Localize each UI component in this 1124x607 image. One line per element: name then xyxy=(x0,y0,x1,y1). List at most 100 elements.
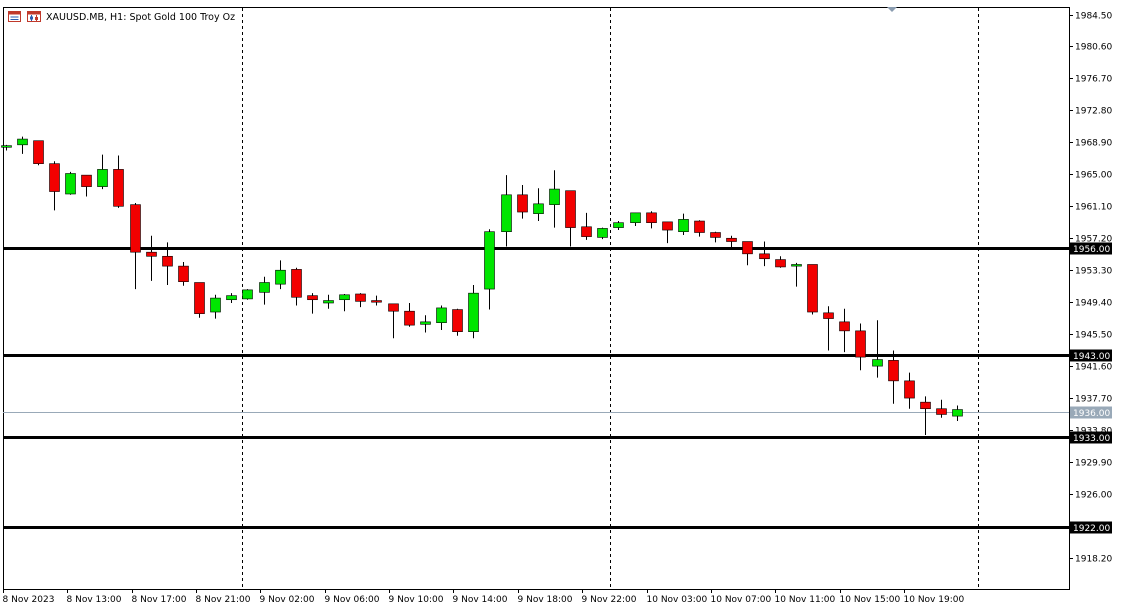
candle-body xyxy=(678,219,689,232)
candle-bear xyxy=(113,155,124,208)
candle-bull xyxy=(259,276,270,305)
level-price-label: 1943.00 xyxy=(1073,352,1110,362)
candle-body xyxy=(226,295,237,301)
candle-bear xyxy=(565,190,576,247)
candle-body xyxy=(920,401,931,410)
candle-body xyxy=(952,409,963,417)
chart-shift-marker-icon[interactable] xyxy=(887,7,897,12)
candle-body xyxy=(355,293,366,302)
candle-body xyxy=(468,292,479,332)
price-tick-label: 1980.60 xyxy=(1075,43,1112,53)
candle-bull xyxy=(630,212,641,226)
candle-chart-icon[interactable] xyxy=(27,11,41,22)
candle-bull xyxy=(533,188,544,222)
candle-bull xyxy=(1,144,12,151)
candle-body xyxy=(194,282,205,314)
candle-body xyxy=(323,300,334,304)
bid-price-label-bg xyxy=(1070,406,1112,419)
candle-body xyxy=(65,173,76,195)
candle-body xyxy=(613,222,624,228)
candle-bear xyxy=(807,264,818,315)
candle-body xyxy=(630,212,641,223)
price-tick-label: 1984.50 xyxy=(1075,12,1112,22)
symbol-title: XAUUSD.MB, H1: Spot Gold 100 Troy Oz xyxy=(46,12,235,23)
candle-bull xyxy=(242,289,253,300)
candle-bear xyxy=(920,396,931,435)
candle-body xyxy=(420,321,431,325)
time-axis-ticks: 8 Nov 2023 8 Nov 13:00 8 Nov 17:00 8 Nov 21… xyxy=(3,589,965,605)
candle-bear xyxy=(194,282,205,318)
price-axis-ticks: 1984.50 1980.60 1976.70 1972.80 1968.90 1965.… xyxy=(1069,12,1112,565)
price-tick-label: 1965.00 xyxy=(1075,171,1112,181)
candle-body xyxy=(839,321,850,332)
candle-body xyxy=(452,309,463,332)
candle-bull xyxy=(226,293,237,303)
candle-body xyxy=(130,204,141,253)
plot-area[interactable] xyxy=(3,7,1070,590)
candle-body xyxy=(242,289,253,300)
candle-body xyxy=(775,259,786,268)
candle-body xyxy=(436,307,447,323)
candle-body xyxy=(549,188,560,205)
candle-body xyxy=(646,212,657,223)
candle-bull xyxy=(678,213,689,235)
candle-body xyxy=(581,226,592,237)
candle-bull xyxy=(872,320,883,378)
candle-bull xyxy=(17,136,28,154)
candle-bear xyxy=(146,235,157,281)
candle-bull xyxy=(97,154,108,190)
candle-body xyxy=(146,251,157,257)
candle-bull xyxy=(436,305,447,331)
candle-body xyxy=(872,359,883,367)
candle-body xyxy=(33,140,44,164)
candle-bear xyxy=(726,235,737,249)
candle-body xyxy=(307,295,318,301)
time-tick-label: 8 Nov 17:00 xyxy=(132,595,187,605)
candle-body xyxy=(371,300,382,303)
candles xyxy=(1,136,963,435)
candle-bull xyxy=(65,171,76,195)
price-tick-label: 1972.80 xyxy=(1075,107,1112,117)
time-tick-label: 10 Nov 19:00 xyxy=(904,595,965,605)
level-price-label-bg xyxy=(1070,242,1112,255)
level-price-label: 1922.00 xyxy=(1073,524,1110,534)
candle-body xyxy=(81,174,92,187)
candle-body xyxy=(791,264,802,267)
time-tick-label: 8 Nov 2023 xyxy=(3,595,55,605)
candle-bull xyxy=(791,262,802,287)
candle-body xyxy=(291,269,302,298)
candle-bear xyxy=(404,302,415,327)
time-tick-label: 10 Nov 11:00 xyxy=(775,595,836,605)
price-level-lines[interactable] xyxy=(3,247,1069,529)
candle-body xyxy=(694,220,705,233)
candle-body xyxy=(533,203,544,214)
price-tick-label: 1953.30 xyxy=(1075,267,1112,277)
price-tick-label: 1976.70 xyxy=(1075,75,1112,85)
time-tick-label: 8 Nov 21:00 xyxy=(196,595,251,605)
candle-bear xyxy=(581,212,592,240)
candle-bull xyxy=(420,315,431,333)
time-tick-label: 10 Nov 07:00 xyxy=(711,595,772,605)
candle-bear xyxy=(855,323,866,371)
candle-body xyxy=(936,408,947,415)
price-tick-label: 1926.00 xyxy=(1075,491,1112,501)
candle-bear xyxy=(759,241,770,267)
price-tick-label: 1918.20 xyxy=(1075,555,1112,565)
candle-bear xyxy=(888,350,899,404)
time-tick-label: 9 Nov 10:00 xyxy=(389,595,444,605)
chart-window-icon[interactable] xyxy=(8,11,21,22)
candle-bull xyxy=(210,294,221,319)
candle-body xyxy=(517,194,528,213)
candle-body xyxy=(742,241,753,255)
time-tick-label: 8 Nov 13:00 xyxy=(67,595,122,605)
candle-bear xyxy=(517,184,528,219)
candle-bear xyxy=(388,303,399,339)
candle-bear xyxy=(904,372,915,409)
candle-body xyxy=(710,232,721,238)
time-tick-label: 9 Nov 18:00 xyxy=(518,595,573,605)
level-price-label-bg xyxy=(1070,521,1112,534)
candle-bull xyxy=(468,284,479,339)
price-tick-label: 1945.50 xyxy=(1075,331,1112,341)
candle-bull xyxy=(549,170,560,228)
